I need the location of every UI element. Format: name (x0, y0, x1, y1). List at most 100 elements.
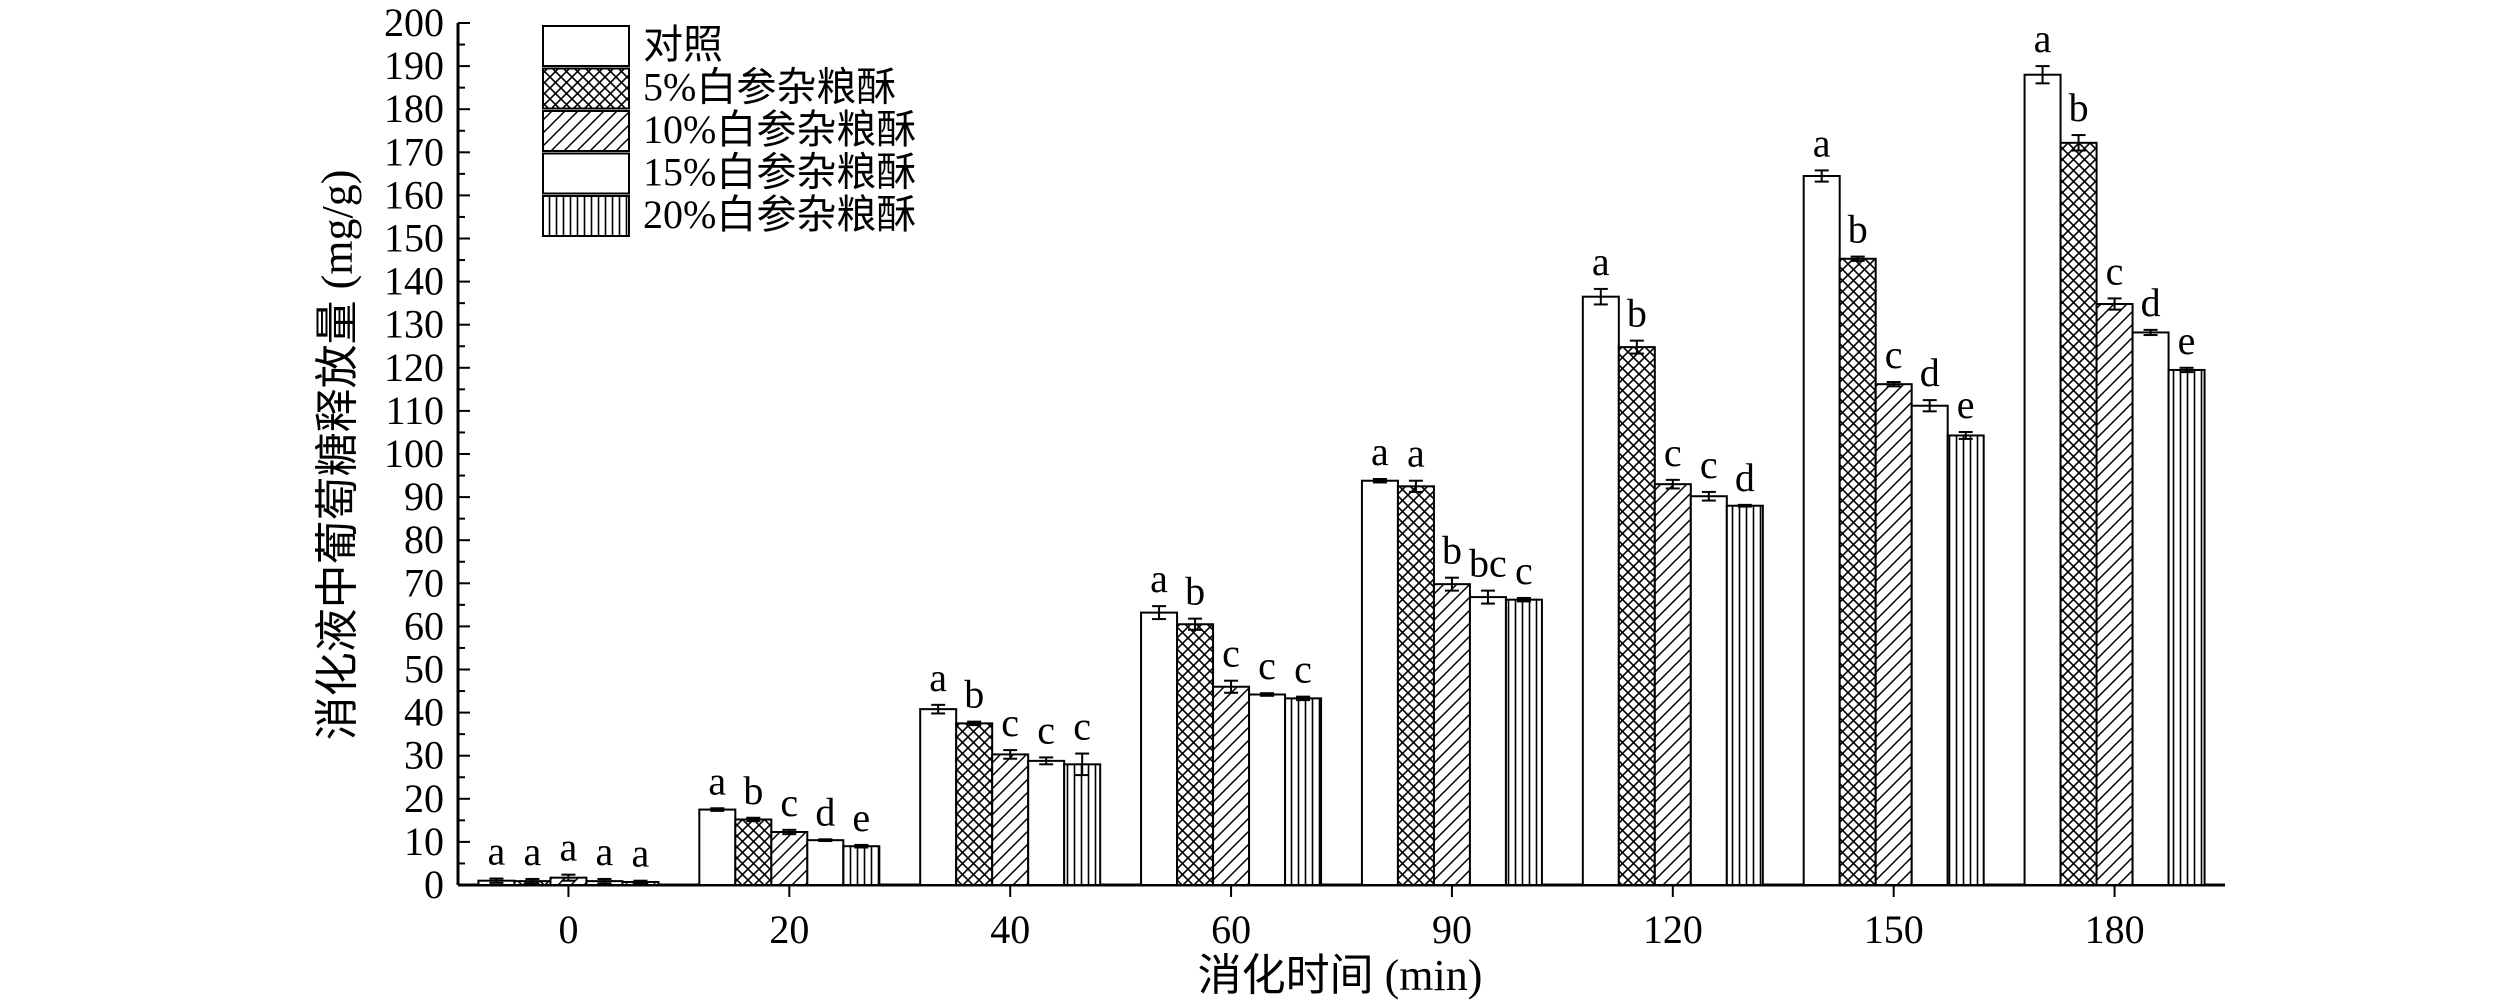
y-tick-label: 80 (404, 517, 444, 562)
significance-label: c (1515, 548, 1533, 593)
bar (1946, 434, 1985, 886)
bar (1910, 404, 1949, 886)
bar (1689, 495, 1728, 886)
y-tick-label: 100 (384, 431, 444, 476)
bar (2023, 73, 2062, 887)
bar (1617, 346, 1656, 886)
significance-label: c (1222, 631, 1240, 676)
y-tick-label: 150 (384, 216, 444, 261)
bar (1581, 295, 1620, 886)
bar (2059, 141, 2098, 886)
x-tick-label: 60 (1211, 907, 1251, 952)
significance-label: b (1442, 528, 1462, 573)
y-tick-label: 160 (384, 172, 444, 217)
y-tick-label: 40 (404, 690, 444, 735)
y-tick-label: 130 (384, 302, 444, 347)
significance-label: a (1592, 239, 1610, 284)
significance-label: a (560, 825, 578, 870)
x-tick-label: 120 (1643, 907, 1703, 952)
bar (1838, 257, 1877, 886)
x-axis-title: 消化时间 (min) (1198, 951, 1483, 1000)
x-tick-label: 150 (1864, 907, 1924, 952)
significance-label: c (2106, 248, 2124, 293)
legend-swatch (542, 67, 630, 110)
significance-label: c (1258, 643, 1276, 688)
legend-swatch (542, 195, 630, 237)
significance-label: d (1920, 350, 1940, 395)
bar (919, 708, 958, 886)
y-tick-label: 70 (404, 560, 444, 605)
significance-label: a (488, 829, 506, 874)
bar (1063, 763, 1102, 887)
significance-label: b (964, 672, 984, 717)
bar (770, 830, 809, 886)
legend-label: 20%白参杂粮酥 (643, 192, 916, 237)
legend-swatch (542, 110, 630, 152)
significance-label: a (929, 655, 947, 700)
significance-label: b (1848, 207, 1868, 252)
significance-label: e (1957, 382, 1975, 427)
y-tick-label: 110 (385, 388, 444, 433)
y-tick-label: 60 (404, 603, 444, 648)
significance-label: a (596, 829, 614, 874)
legend-label: 15%白参杂粮酥 (643, 150, 916, 195)
bar (1360, 479, 1399, 886)
bar (842, 845, 881, 887)
bar (955, 722, 994, 886)
bar (1027, 759, 1066, 887)
y-tick-label: 20 (404, 776, 444, 821)
bar (1468, 596, 1507, 886)
bar (2131, 331, 2170, 886)
significance-label: a (1813, 120, 1831, 165)
bar (806, 839, 845, 887)
bar (1874, 383, 1913, 886)
bar (2095, 303, 2134, 886)
bar (1176, 623, 1215, 886)
significance-label: c (1294, 647, 1312, 692)
bar (1140, 611, 1179, 886)
significance-label: a (2034, 16, 2052, 61)
significance-label: a (1407, 431, 1425, 476)
significance-label: c (1664, 430, 1682, 475)
significance-label: d (815, 789, 835, 834)
bar (1248, 693, 1287, 886)
x-tick-label: 40 (990, 907, 1030, 952)
significance-label: d (1735, 455, 1755, 500)
significance-label: b (2069, 85, 2089, 130)
axes: 0102030405060708090100110120130140150160… (384, 0, 2225, 952)
significance-label: c (1700, 442, 1718, 487)
significance-label: b (1627, 291, 1647, 336)
significance-label: a (524, 829, 542, 874)
y-tick-label: 30 (404, 733, 444, 778)
significance-label: a (1371, 429, 1389, 474)
bar (1653, 483, 1692, 886)
y-tick-label: 90 (404, 474, 444, 519)
legend-label: 5%白参杂粮酥 (643, 65, 896, 110)
bar (1396, 485, 1435, 886)
legend-label: 10%白参杂粮酥 (643, 107, 916, 152)
x-tick-label: 0 (558, 907, 578, 952)
x-tick-label: 180 (2085, 907, 2145, 952)
bar (1802, 175, 1841, 886)
y-tick-label: 140 (384, 259, 444, 304)
y-tick-label: 190 (384, 43, 444, 88)
significance-label: c (1885, 332, 1903, 377)
bar (1504, 598, 1543, 886)
y-tick-label: 10 (404, 819, 444, 864)
y-tick-label: 120 (384, 345, 444, 390)
significance-label: d (2141, 280, 2161, 325)
bar (698, 808, 737, 887)
significance-label: e (2178, 318, 2196, 363)
significance-label: e (852, 795, 870, 840)
significance-label: b (1185, 569, 1205, 614)
legend-label: 对照 (643, 22, 723, 67)
x-tick-label: 90 (1432, 907, 1472, 952)
bar (1725, 504, 1764, 886)
y-tick-label: 200 (384, 0, 444, 45)
x-tick-label: 20 (769, 907, 809, 952)
significance-label: a (708, 758, 726, 803)
y-tick-label: 170 (384, 129, 444, 174)
